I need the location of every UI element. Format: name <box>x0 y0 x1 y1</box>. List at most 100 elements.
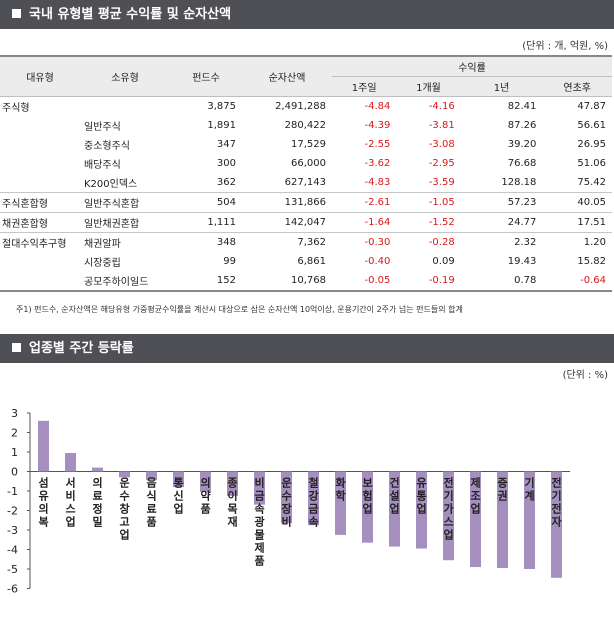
table-row: 배당주식 300 66,000 -3.62 -2.95 76.68 51.06 <box>0 154 612 173</box>
bar <box>470 471 481 568</box>
y-tick-label: 1 <box>11 446 18 459</box>
bar <box>227 471 238 496</box>
cell-r1y: 76.68 <box>507 158 537 169</box>
bar <box>119 471 130 478</box>
cell-r1w: -0.40 <box>364 256 391 267</box>
header-1week: 1주일 <box>332 76 397 97</box>
cell-subcategory: 채권알파 <box>84 239 121 250</box>
cell-r1y: 0.78 <box>460 271 543 292</box>
cell-r1y: 19.43 <box>507 256 537 267</box>
cell-r1m: -3.59 <box>396 173 461 193</box>
cell-r1y: 82.41 <box>507 101 537 112</box>
table-section-header: 국내 유형별 평균 수익률 및 순자산액 <box>0 0 614 29</box>
y-tick-label: -6 <box>7 583 18 596</box>
cell-r1m: -0.28 <box>428 237 455 248</box>
cell-category <box>0 271 80 292</box>
chart-section-title: 업종별 주간 등락률 <box>29 341 134 356</box>
table-row: 중소형주식 347 17,529 -2.55 -3.08 39.20 26.95 <box>0 135 612 154</box>
cell-r1m: -4.16 <box>428 101 455 112</box>
bar <box>389 471 400 547</box>
y-tick-label: -1 <box>7 485 18 498</box>
cell-fund-count: 152 <box>170 271 242 292</box>
bar <box>146 471 157 481</box>
cell-ytd: 56.61 <box>577 120 606 131</box>
cell-r1m: -3.08 <box>428 139 455 150</box>
cell-fund-count: 99 <box>223 256 236 267</box>
cell-r1w: -3.62 <box>364 158 391 169</box>
cell-fund-count: 300 <box>216 158 236 169</box>
bar <box>416 471 427 549</box>
cell-fund-count: 504 <box>170 192 242 213</box>
bar <box>254 471 265 505</box>
header-fund-count: 펀드수 <box>170 55 242 97</box>
cell-ytd: 15.82 <box>577 256 606 267</box>
chart-unit-label: (단위 : %) <box>562 370 608 381</box>
cell-subcategory: 중소형주식 <box>84 141 130 152</box>
cell-r1y: 2.32 <box>514 237 537 248</box>
cell-ytd: 51.06 <box>577 158 606 169</box>
table-row: 공모주하이일드 152 10,768 -0.05 -0.19 0.78 -0.64 <box>0 271 612 292</box>
cell-r1m: -3.81 <box>428 120 455 131</box>
cell-net-assets: 142,047 <box>242 212 332 233</box>
table-row: 주식형 3,875 2,491,288 -4.84 -4.16 82.41 47.87 <box>0 97 612 117</box>
cell-subcategory: 시장중립 <box>84 258 121 269</box>
table-row: 채권혼합형 일반채권혼합 1,111 142,047 -1.64 -1.52 24.77 17… <box>0 212 612 233</box>
table-footnote: 주1) 펀드수, 순자산액은 해당유형 가중평균수익률을 계산시 대상으로 삼은… <box>16 305 463 314</box>
cell-fund-count: 1,891 <box>207 120 236 131</box>
cell-net-assets: 627,143 <box>242 173 332 193</box>
bar <box>92 467 103 472</box>
bar <box>524 471 535 569</box>
cell-r1y: 57.23 <box>460 192 543 213</box>
cell-fund-count: 362 <box>170 173 242 193</box>
sector-weekly-change-chart: 3 2 1 0 -1 -2 -3 -4 -5 -6 섬 유 의 복 서 비 스 업 의 료 정 밀 운 수 창 고 업 음 식 료 품 통 신 업… <box>7 407 570 596</box>
cell-category: 주식혼합형 <box>0 192 80 213</box>
cell-subcategory: K200인덱스 <box>80 173 170 193</box>
cell-r1m: -2.95 <box>428 158 455 169</box>
cell-ytd: 17.51 <box>542 212 612 233</box>
cell-r1y: 24.77 <box>460 212 543 233</box>
cell-ytd: 1.20 <box>583 237 606 248</box>
cell-r1w: -4.83 <box>332 173 397 193</box>
y-tick-label: -3 <box>7 524 18 537</box>
cell-r1w: -4.39 <box>364 120 391 131</box>
cell-subcategory: 배당주식 <box>84 160 121 171</box>
chart-section-header: 업종별 주간 등락률 <box>0 334 614 363</box>
cell-r1w: -0.30 <box>364 237 391 248</box>
bar <box>362 471 373 543</box>
cell-category <box>0 173 80 193</box>
y-tick-label: 3 <box>11 407 18 420</box>
cell-r1w: -4.84 <box>364 101 391 112</box>
header-1month: 1개월 <box>396 76 461 97</box>
cell-r1w: -2.55 <box>364 139 391 150</box>
header-returns: 수익률 <box>332 55 612 77</box>
bar <box>65 452 76 472</box>
cell-ytd: 75.42 <box>542 173 612 193</box>
bar <box>335 471 346 535</box>
cell-category: 주식형 <box>2 103 30 114</box>
cell-subcategory: 공모주하이일드 <box>80 271 170 292</box>
cell-subcategory: 일반채권혼합 <box>80 212 170 233</box>
header-ytd: 연초후 <box>542 76 612 97</box>
cell-net-assets: 10,768 <box>242 271 332 292</box>
square-icon <box>12 343 21 352</box>
fund-returns-table: 대유형 소유형 펀드수 순자산액 수익률 1주일 1개월 1년 연초후 주식형 3… <box>0 55 612 292</box>
bar <box>551 471 562 578</box>
y-tick-label: -4 <box>7 544 18 557</box>
cell-r1m: -1.05 <box>396 192 461 213</box>
table-section-title: 국내 유형별 평균 수익률 및 순자산액 <box>29 7 232 22</box>
bar <box>281 471 292 524</box>
y-tick-label: -5 <box>7 563 18 576</box>
cell-net-assets: 131,866 <box>242 192 332 213</box>
cell-ytd: 47.87 <box>577 101 606 112</box>
header-net-assets: 순자산액 <box>242 55 332 97</box>
